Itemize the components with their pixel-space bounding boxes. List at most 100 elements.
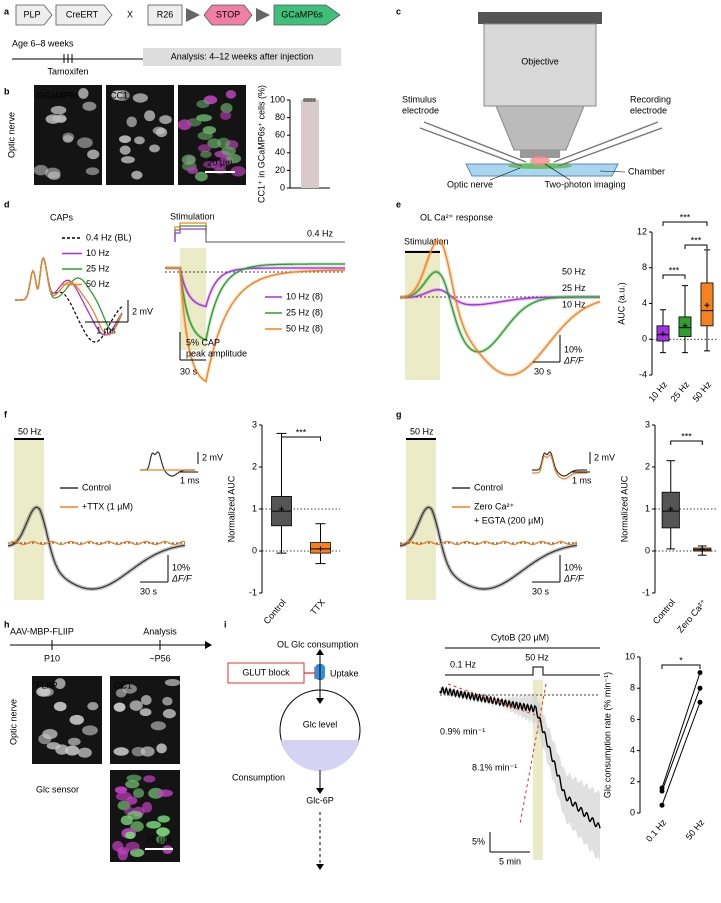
label: 10%: [564, 562, 582, 572]
objective: [495, 105, 585, 151]
cell: [87, 702, 99, 711]
data-point: [303, 98, 307, 102]
cell: [200, 150, 212, 158]
label: 0.1 Hz: [450, 659, 477, 669]
label: 2 mV: [202, 452, 223, 462]
y-axis-label: Normalized AUC: [226, 475, 236, 542]
x-tick-label: Control: [651, 597, 677, 626]
y-tick-label: 100: [270, 94, 285, 104]
x-tick-label: 25 Hz: [669, 379, 692, 404]
cell: [187, 166, 199, 175]
cell: [78, 88, 89, 99]
cell: [146, 820, 162, 829]
cell: [230, 166, 246, 177]
mean: [279, 506, 284, 512]
panel-letter: c: [396, 6, 401, 16]
trace: [532, 454, 587, 480]
y-tick-label: 0: [252, 545, 257, 555]
mean: [682, 323, 688, 329]
cell: [87, 149, 100, 160]
shape: [147, 4, 183, 26]
objective: [520, 150, 560, 158]
cell: [127, 810, 143, 820]
cell: [162, 708, 176, 719]
y-tick-label: 12: [637, 226, 647, 236]
label: peak amplitude: [186, 348, 247, 358]
cell: [125, 831, 136, 839]
cell: [156, 743, 167, 754]
cell: [144, 110, 156, 122]
cell: [53, 701, 67, 712]
label: Stimulus: [402, 94, 437, 104]
analysis-box: [143, 48, 341, 66]
label: Recording: [630, 94, 671, 104]
cell: [134, 136, 145, 145]
y-tick-label: 6: [630, 714, 635, 724]
y-tick-label: 2: [252, 461, 257, 471]
y-tick-label: 2: [630, 776, 635, 786]
arrowhead: [316, 649, 324, 655]
label: 5%: [472, 836, 485, 846]
trace: [399, 240, 601, 376]
label: PLP: [23, 9, 40, 19]
label: 30 s: [180, 366, 198, 376]
data-point: [697, 670, 703, 676]
label: CC1: [110, 90, 128, 100]
label: electrode: [402, 105, 439, 115]
trace: [399, 506, 578, 590]
label: 2 mV: [594, 452, 615, 462]
trace: [532, 451, 587, 477]
stimulation-window: [533, 680, 543, 860]
cell: [122, 684, 137, 694]
objective: [483, 23, 597, 107]
cell: [141, 801, 153, 813]
y-axis-label: Normalized AUC: [619, 475, 629, 542]
x-tick-label: Control: [262, 597, 288, 626]
y-tick-label: 10: [625, 651, 635, 661]
pair-line: [661, 702, 701, 806]
label: P10: [44, 653, 60, 663]
label: +TTX (1 µM): [82, 501, 133, 511]
y-tick-label: 1: [645, 503, 650, 513]
cell: [117, 849, 128, 861]
label: 10 Hz: [86, 248, 110, 258]
x-tick-label: 50 Hz: [684, 817, 707, 842]
y-axis-label: Glc consumption rate (% min⁻¹): [602, 672, 612, 798]
label: Tamoxifen: [47, 66, 88, 76]
panel-letter: i: [224, 619, 227, 629]
trace: [7, 540, 186, 546]
label: ~P56: [149, 653, 170, 663]
label: OL Glc consumption: [277, 639, 358, 649]
label: 5 min: [499, 856, 521, 866]
label: Optic nerve: [447, 179, 493, 189]
label: CreERT: [66, 9, 99, 19]
x-tick-label: 0.1 Hz: [644, 817, 669, 844]
label: 50 Hz: [86, 279, 110, 289]
label: Consumption: [232, 772, 285, 782]
label: Control: [82, 482, 111, 492]
trace: [400, 540, 578, 546]
cell: [140, 694, 152, 706]
mean: [660, 331, 666, 337]
label: 50 Hz: [525, 652, 549, 662]
cell: [114, 786, 128, 794]
label: OL Ca²⁺ response: [420, 212, 493, 222]
label: 25 Hz: [86, 263, 110, 273]
y-tick-label: 2: [645, 461, 650, 471]
label: 50 Hz: [562, 266, 586, 276]
cell: [156, 827, 170, 837]
data-point: [659, 802, 665, 808]
bracket: [661, 664, 701, 669]
cell: [220, 103, 233, 114]
cell: [221, 146, 236, 156]
loxp: [186, 8, 200, 22]
label: Objective: [521, 56, 559, 66]
data-point: [312, 98, 316, 102]
cell: [77, 137, 93, 149]
significance: ***: [691, 235, 702, 245]
label: ΔF/F: [563, 573, 584, 583]
significance: *: [679, 655, 683, 665]
cell: [157, 815, 170, 823]
trace: [165, 263, 345, 341]
label: ΔF/F: [563, 355, 584, 365]
